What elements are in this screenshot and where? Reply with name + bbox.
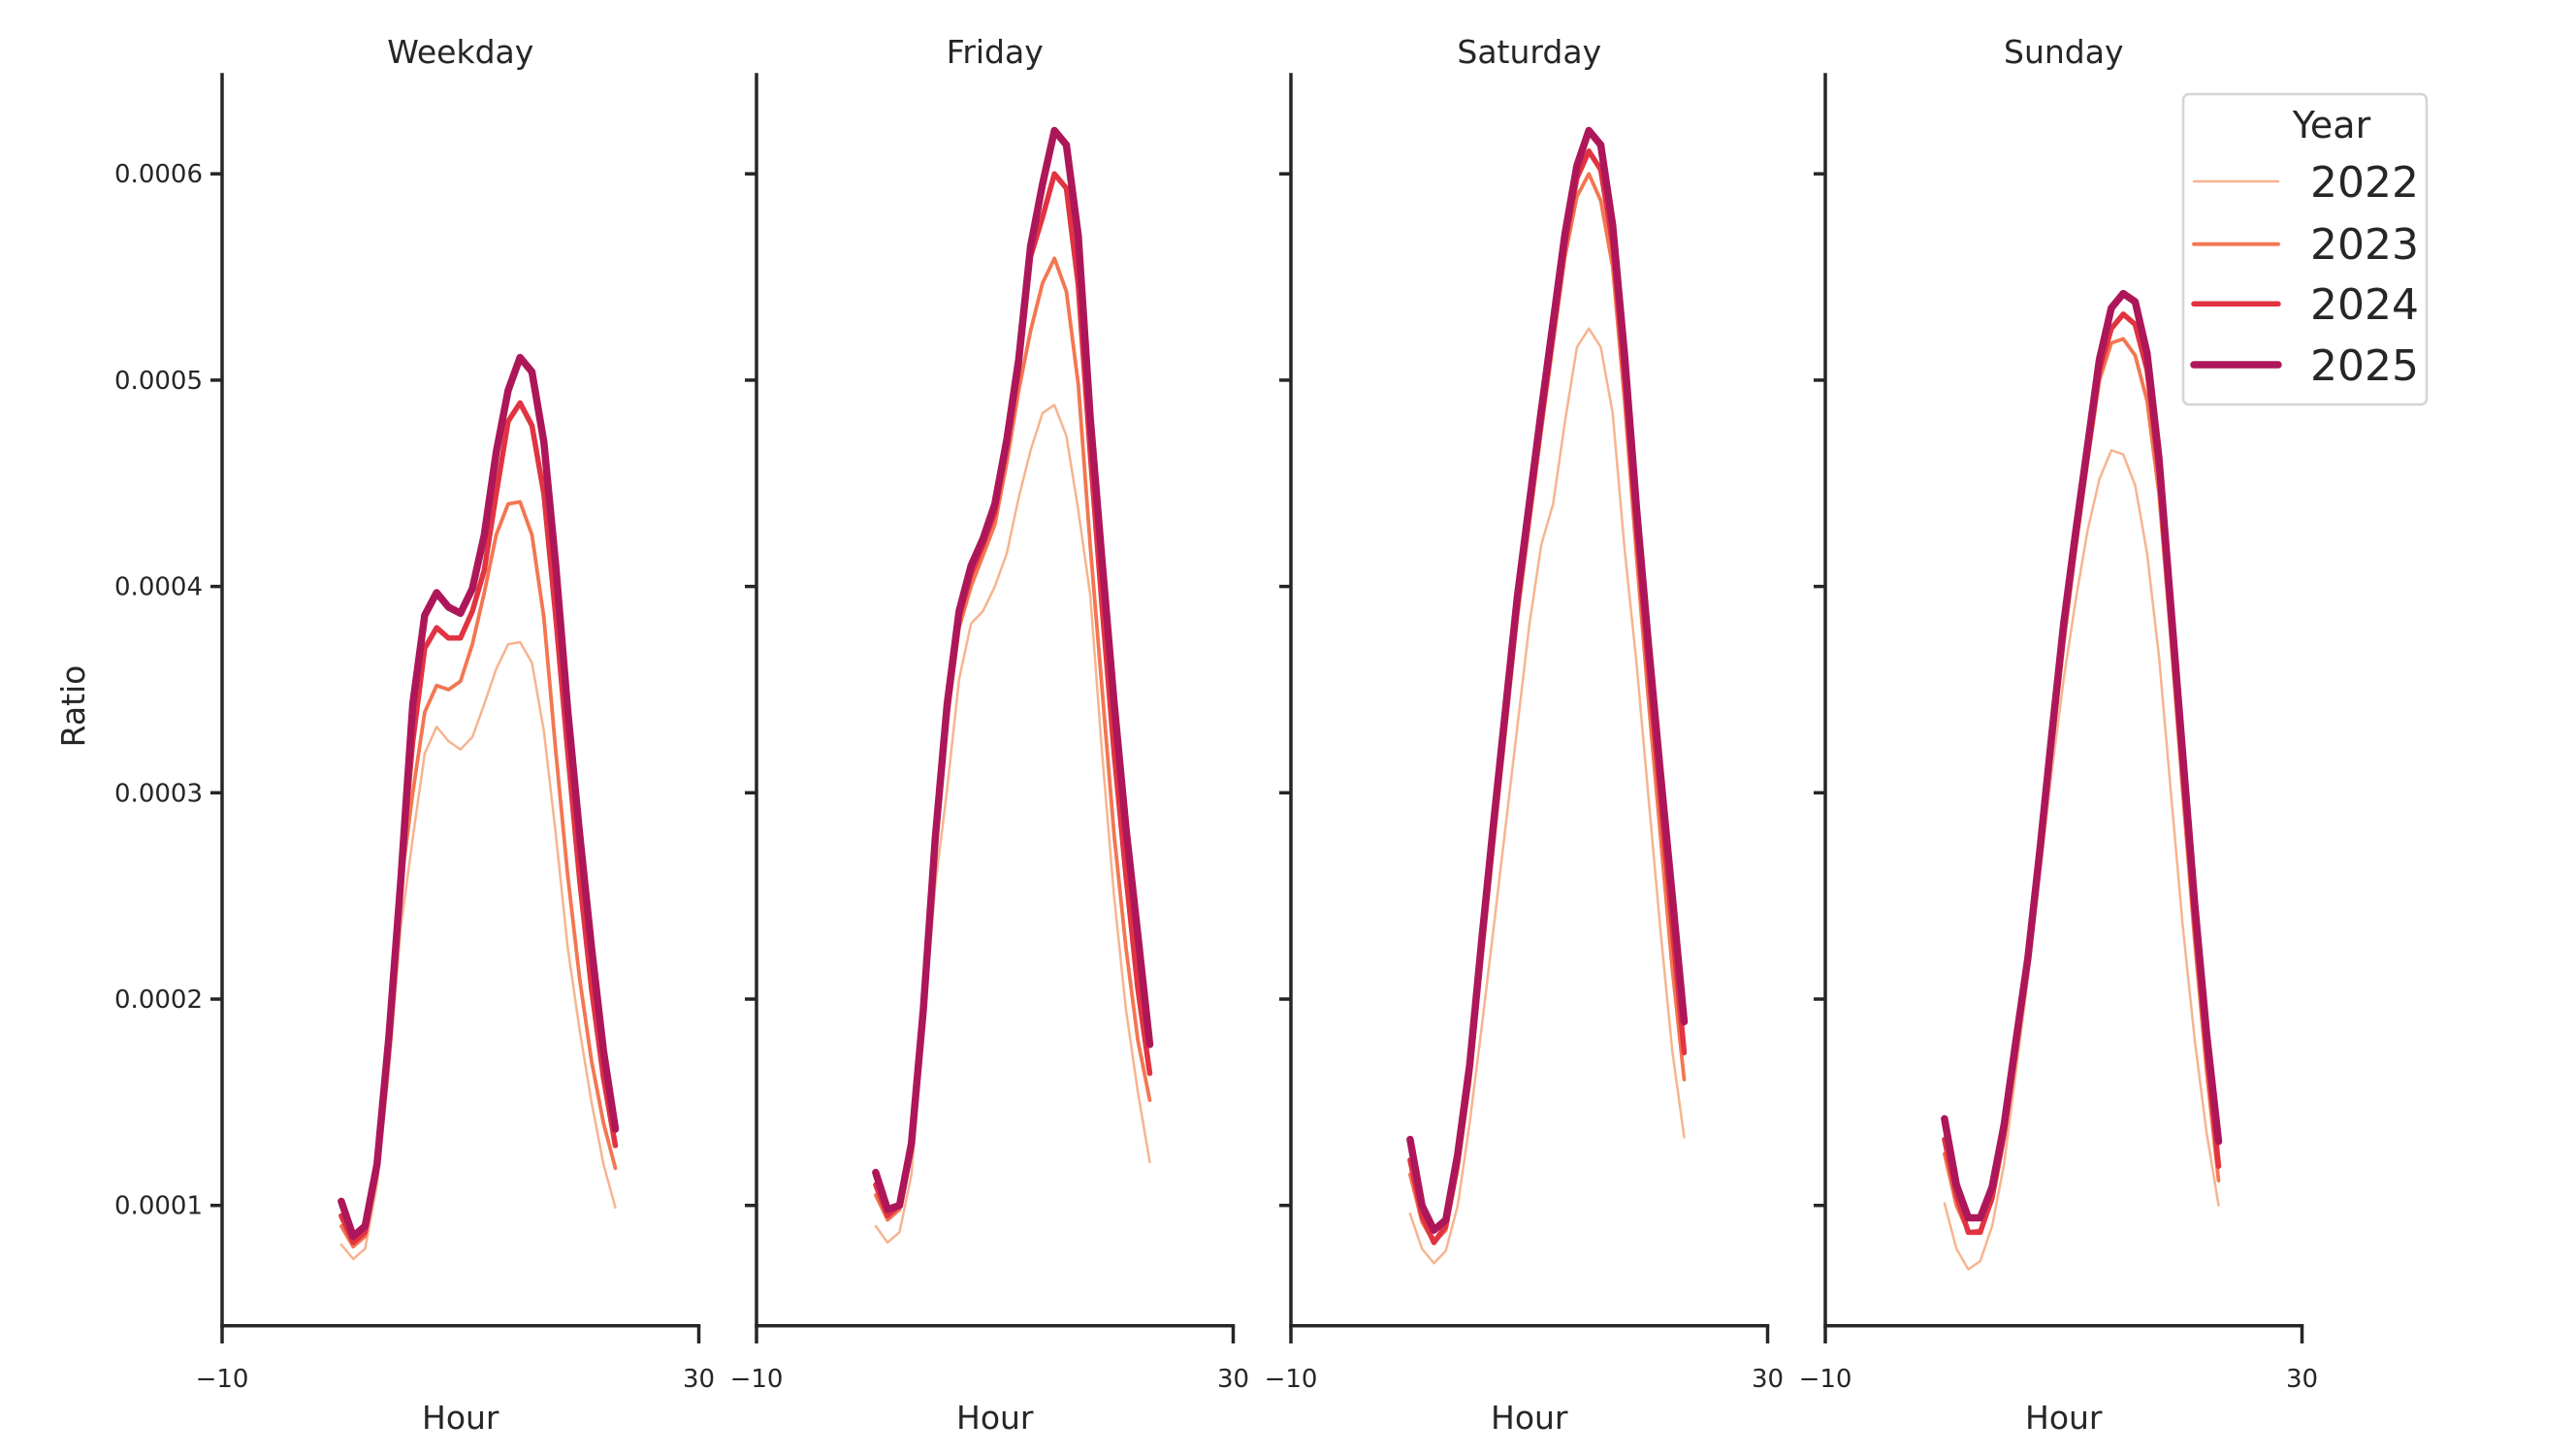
- series-line-2022: [339, 640, 617, 1261]
- series-line-2025: [872, 126, 1154, 1213]
- x-tick-label: −10: [196, 1365, 249, 1394]
- panel-title: Sunday: [2004, 33, 2123, 71]
- panel-friday: Friday −10 30 Hour: [730, 33, 1249, 1437]
- x-axis-label: Hour: [2025, 1399, 2103, 1437]
- x-ticks: −10 30: [1799, 1325, 2318, 1394]
- panel-saturday: Saturday −10 30 Hour: [1265, 33, 1784, 1437]
- series-line-2025: [338, 353, 620, 1241]
- series-line-2023: [1407, 172, 1687, 1245]
- x-tick-label: 30: [2286, 1365, 2318, 1394]
- y-tick-label: 0.0004: [114, 573, 203, 602]
- legend-box: [2181, 92, 2429, 406]
- legend-label: 2023: [2310, 220, 2419, 270]
- legend-title: Year: [2292, 104, 2371, 146]
- y-ticks: [1814, 172, 1825, 1208]
- x-tick-label: −10: [1265, 1365, 1318, 1394]
- y-tick-label: 0.0002: [114, 986, 203, 1015]
- panel-title: Saturday: [1457, 33, 1601, 71]
- x-tick-label: 30: [1752, 1365, 1784, 1394]
- x-tick-label: 30: [683, 1365, 715, 1394]
- panel-weekday: Weekday 0.00010.00020.00030.00040.00050.…: [114, 33, 715, 1437]
- x-axis-label: Hour: [956, 1399, 1034, 1437]
- legend-label: 2025: [2310, 341, 2419, 391]
- y-tick-label: 0.0006: [114, 160, 203, 189]
- series-line-2025: [1406, 126, 1689, 1234]
- y-ticks: 0.0001 0.0002 0.0003 0.0004 0.0005 0.0006: [114, 160, 222, 1221]
- series-line-2024: [1407, 148, 1688, 1245]
- legend-item-2024: 2024: [2191, 280, 2419, 330]
- y-ticks: [1279, 172, 1291, 1208]
- series-layer: [1406, 126, 1689, 1265]
- x-axis-label: Hour: [1491, 1399, 1568, 1437]
- series-layer: [872, 126, 1154, 1245]
- series-line-2025: [1941, 289, 2223, 1222]
- x-tick-label: −10: [1799, 1365, 1852, 1394]
- panel-title: Weekday: [387, 33, 533, 71]
- x-ticks: −10 30: [196, 1325, 715, 1394]
- legend-item-2022: 2022: [2192, 158, 2419, 208]
- x-ticks: −10 30: [1265, 1325, 1784, 1394]
- legend-item-2023: 2023: [2192, 220, 2419, 270]
- series-layer: [1941, 289, 2223, 1271]
- x-tick-label: −10: [730, 1365, 784, 1394]
- panel-sunday: Sunday −10 30 Hour: [1799, 33, 2318, 1437]
- series-line-2022: [1408, 327, 1686, 1265]
- panel-title: Friday: [947, 33, 1044, 71]
- x-ticks: −10 30: [730, 1325, 1249, 1394]
- y-axis-label: Ratio: [54, 665, 92, 748]
- y-tick-label: 0.0001: [114, 1192, 203, 1221]
- series-line-2022: [1943, 448, 2220, 1271]
- legend-label: 2024: [2310, 280, 2419, 330]
- y-ticks: [745, 172, 757, 1208]
- series-line-2024: [1942, 311, 2222, 1236]
- legend: Year 2022 2023 2024 2025: [2181, 92, 2429, 406]
- legend-label: 2022: [2310, 158, 2419, 208]
- legend-item-2025: 2025: [2190, 341, 2419, 391]
- x-tick-label: 30: [1217, 1365, 1249, 1394]
- y-tick-label: 0.0003: [114, 779, 203, 808]
- x-axis-label: Hour: [422, 1399, 499, 1437]
- y-tick-label: 0.0005: [114, 367, 203, 396]
- series-layer: [338, 353, 620, 1261]
